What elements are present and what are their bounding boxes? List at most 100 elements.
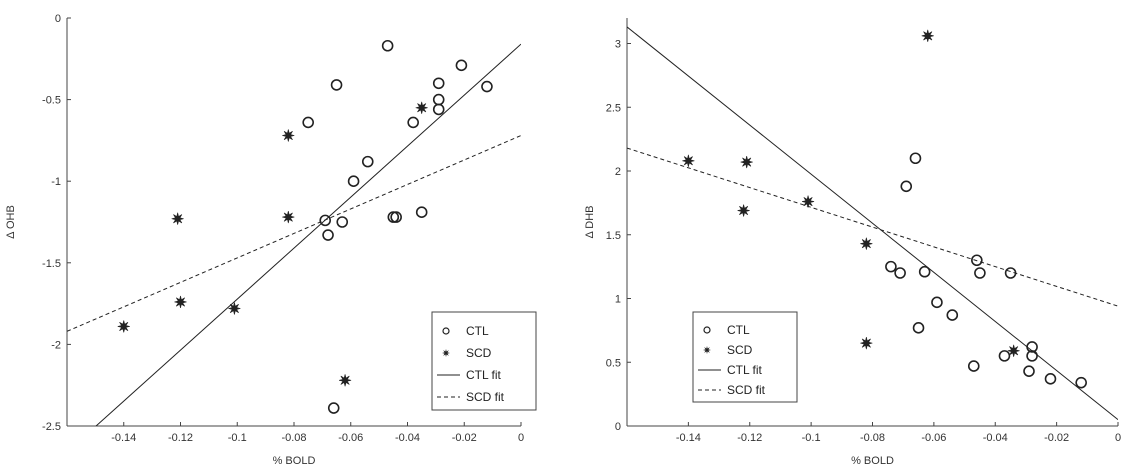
x-tick-label: -0.02	[452, 432, 477, 444]
ctl-point	[974, 267, 986, 279]
legend-label: SCD	[727, 343, 753, 357]
ctl-point	[415, 206, 428, 219]
y-axis-label: Δ OHB	[5, 205, 17, 239]
x-tick-label: -0.08	[281, 432, 306, 444]
x-tick-label: -0.02	[1044, 432, 1069, 444]
scd-point	[1007, 344, 1020, 357]
scd-point	[801, 195, 815, 208]
legend-label: SCD	[466, 346, 492, 360]
right-scatter-plot: -0.14 -0.12 -0.1 -0.08 -0.06 -0.04 -0.02 0 0 0.5 1…	[584, 18, 1121, 467]
x-tick-label: -0.08	[860, 432, 885, 444]
ctl-point	[322, 229, 334, 241]
ctl-point	[481, 80, 493, 93]
scd-point	[921, 29, 934, 42]
scd-point	[740, 156, 753, 169]
ctl-point	[330, 79, 343, 91]
x-axis-label: % BOLD	[273, 455, 316, 467]
legend-label: CTL fit	[466, 368, 502, 382]
x-tick-label: -0.1	[228, 432, 247, 444]
x-tick-label: -0.12	[168, 432, 193, 444]
scd-point	[228, 302, 241, 315]
scd-point	[860, 237, 873, 250]
plot-area	[627, 26, 1118, 421]
ctl-point	[1075, 376, 1087, 389]
ctl-point	[1044, 373, 1057, 385]
ctl-point	[432, 103, 445, 116]
y-tick-label: 3	[615, 39, 621, 51]
scd-point	[860, 337, 873, 350]
legend-label: CTL	[727, 323, 750, 337]
scd-point	[117, 320, 130, 333]
scd-point	[174, 295, 187, 309]
legend-swatch-circle	[442, 327, 450, 335]
ctl-point	[432, 93, 445, 106]
y-tick-label: 0.5	[606, 357, 621, 369]
ctl-point	[1023, 365, 1035, 377]
ctl-fit-line	[95, 43, 521, 426]
ctl-point	[909, 152, 922, 165]
ctl-point	[319, 214, 332, 227]
ctl-point	[455, 59, 468, 72]
ctl-point	[894, 267, 906, 279]
y-tick-label: -2.5	[42, 421, 61, 433]
ctl-point	[912, 322, 925, 334]
left-scatter-plot: -0.14 -0.12 -0.1 -0.08 -0.06 -0.04 -0.02 0 -2.5 -…	[5, 13, 537, 467]
legend-swatch-circle	[703, 326, 711, 334]
legend: CTL SCD CTL fit SCD fit	[692, 311, 798, 403]
ctl-point	[918, 265, 931, 278]
ctl-point	[946, 309, 959, 321]
x-tick-label: -0.12	[737, 432, 762, 444]
y-tick-label: -0.5	[42, 95, 61, 107]
ctl-point	[381, 39, 394, 52]
y-tick-label: 1	[615, 294, 621, 306]
y-tick-label: -1	[51, 176, 61, 188]
y-tick-label: -1.5	[42, 258, 61, 270]
scd-fit-line	[627, 147, 1118, 307]
x-tick-label: -0.04	[395, 432, 420, 444]
ctl-point	[967, 360, 980, 372]
ctl-point	[998, 350, 1011, 362]
ctl-point	[390, 211, 402, 223]
legend-swatch-star	[703, 346, 711, 354]
y-tick-label: -2	[51, 339, 61, 351]
ctl-point	[336, 216, 349, 228]
ctl-point	[885, 260, 897, 273]
scd-point	[339, 374, 352, 387]
legend-label: SCD fit	[466, 390, 505, 404]
scd-point	[282, 129, 295, 142]
x-tick-label: -0.04	[983, 432, 1008, 444]
y-tick-label: 1.5	[606, 230, 621, 242]
legend-label: CTL fit	[727, 363, 763, 377]
plot-area	[67, 39, 521, 426]
ctl-point	[900, 180, 913, 193]
x-tick-label: 0	[518, 432, 524, 444]
scd-point	[682, 154, 695, 167]
legend-label: SCD fit	[727, 383, 766, 397]
scd-point	[737, 204, 750, 217]
ctl-fit-line	[627, 26, 1118, 421]
scd-point	[171, 212, 184, 225]
legend-box	[692, 311, 798, 403]
x-tick-label: -0.06	[338, 432, 363, 444]
ctl-point	[327, 402, 340, 414]
y-tick-label: 2.5	[606, 102, 621, 114]
ctl-point	[971, 254, 983, 267]
legend-swatch-star	[442, 349, 450, 357]
y-tick-label: 0	[615, 421, 621, 433]
ctl-point	[432, 77, 445, 90]
x-tick-label: -0.14	[111, 432, 136, 444]
y-tick-label: 2	[615, 166, 621, 178]
y-axis-label: Δ DHB	[584, 205, 596, 238]
y-tick-label: 0	[55, 13, 61, 25]
x-tick-label: -0.1	[802, 432, 821, 444]
x-tick-label: -0.06	[921, 432, 946, 444]
legend-label: CTL	[466, 324, 489, 338]
legend: CTL SCD CTL fit SCD fit	[431, 311, 537, 411]
ctl-point	[361, 155, 374, 168]
ctl-point	[931, 296, 943, 309]
x-tick-label: -0.14	[676, 432, 701, 444]
x-tick-label: 0	[1115, 432, 1121, 444]
x-axis-label: % BOLD	[851, 455, 894, 467]
ctl-point	[347, 175, 360, 187]
